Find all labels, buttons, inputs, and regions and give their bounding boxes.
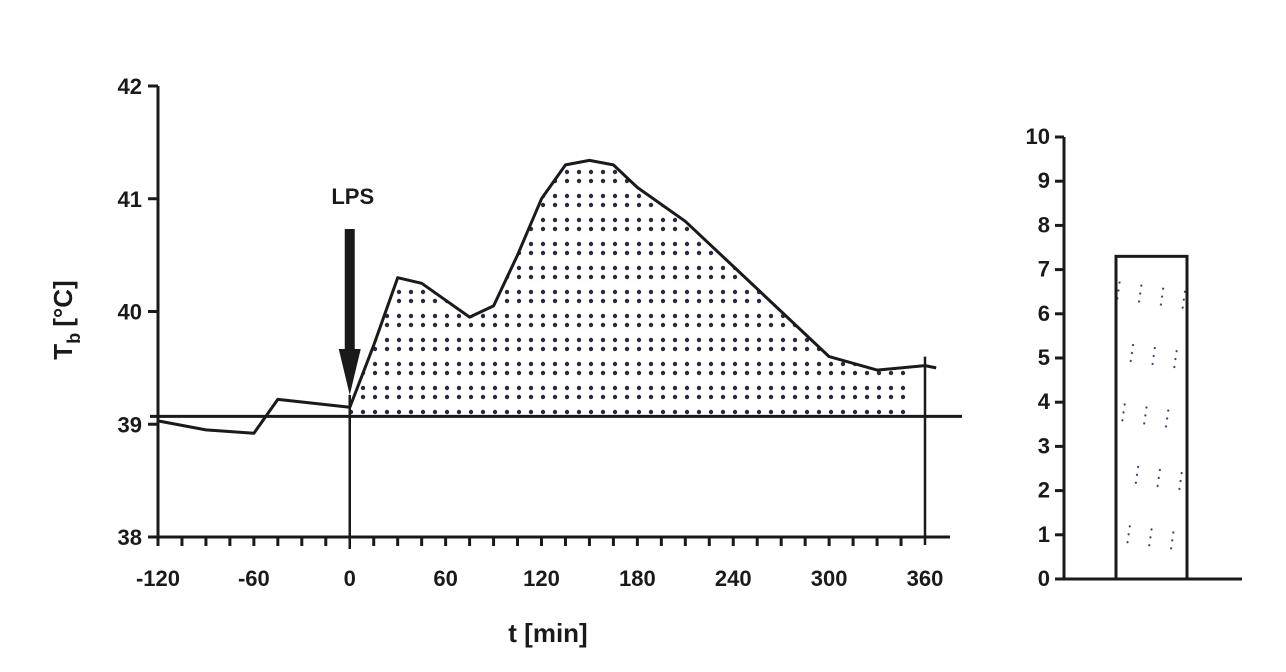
bar-y-ticks (1055, 135, 1064, 581)
bar-y-tick-label: 3 (1038, 433, 1050, 458)
lps-annotation-label: LPS (331, 184, 374, 209)
y-axis-title-unit: [°C] (48, 280, 78, 327)
x-tick-label: 300 (811, 566, 848, 591)
svg-text:Tb[°C]: Tb [°C] (48, 280, 84, 359)
bar-y-tick-label: 7 (1038, 257, 1050, 282)
bar-y-tick-label: 1 (1038, 522, 1050, 547)
bar-y-tick-label: 8 (1038, 212, 1050, 237)
y-tick-label: 41 (118, 187, 142, 212)
bar-y-tick-label: 6 (1038, 301, 1050, 326)
x-tick-label: 120 (523, 566, 560, 591)
bar-value (1114, 254, 1189, 581)
x-tick-label: 0 (344, 566, 356, 591)
bar-y-tick-label: 5 (1038, 345, 1050, 370)
x-tick-label: -120 (136, 566, 180, 591)
area-bar-chart: 0 1 2 3 4 5 6 7 8 9 10 (1026, 124, 1242, 591)
bar-y-tick-label: 10 (1026, 124, 1050, 149)
y-tick-label: 39 (118, 412, 142, 437)
fever-area-fill (349, 160, 909, 417)
y-axis-title: Tb [°C] (48, 280, 84, 359)
y-tick-label: 42 (118, 74, 142, 99)
y-tick-label: 38 (118, 525, 142, 550)
y-axis-title-main: T (48, 344, 78, 360)
x-tick-label: -60 (238, 566, 270, 591)
bar-y-tick-labels: 0 1 2 3 4 5 6 7 8 9 10 (1026, 124, 1051, 591)
body-temperature-chart: -120 -60 0 60 120 180 240 300 360 38 39 40 41 42 LPS… (48, 74, 962, 648)
x-axis-title: t [min] (508, 618, 587, 648)
y-tick-label: 40 (118, 300, 142, 325)
bar-y-tick-label: 0 (1038, 566, 1050, 591)
x-tick-label: 240 (715, 566, 752, 591)
y-tick-labels: 38 39 40 41 42 (118, 74, 142, 550)
y-axis-title-sub: b (64, 333, 84, 344)
lps-arrow-shaft (344, 229, 355, 351)
x-tick-labels: -120 -60 0 60 120 180 240 300 360 (136, 566, 943, 591)
x-tick-label: 60 (433, 566, 457, 591)
lps-arrow-head (338, 349, 361, 395)
bar-y-tick-label: 9 (1038, 168, 1050, 193)
x-tick-label: 360 (907, 566, 944, 591)
y-ticks (148, 84, 158, 539)
x-tick-label: 180 (619, 566, 656, 591)
bar-y-tick-label: 2 (1038, 478, 1050, 503)
bar-y-tick-label: 4 (1038, 389, 1051, 414)
temperature-series-line (157, 158, 937, 435)
